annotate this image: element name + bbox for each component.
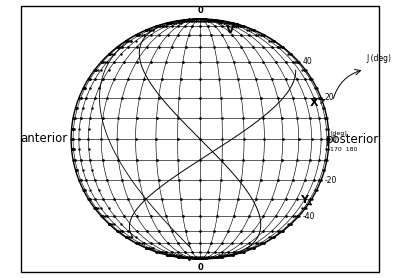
Text: V: V — [226, 23, 238, 35]
Text: anterior: anterior — [20, 133, 68, 145]
Text: J (deg): J (deg) — [367, 54, 392, 63]
Text: posterior: posterior — [326, 133, 380, 145]
Text: [deg]: [deg] — [330, 131, 347, 136]
Text: 0: 0 — [197, 263, 203, 272]
Text: X: X — [310, 98, 324, 108]
Text: 20: 20 — [324, 93, 334, 102]
Text: 170  180: 170 180 — [330, 147, 358, 152]
Text: -20: -20 — [324, 176, 337, 185]
Text: 0: 0 — [197, 6, 203, 15]
Ellipse shape — [71, 19, 329, 259]
Text: Y: Y — [300, 195, 312, 205]
Text: 40: 40 — [302, 57, 312, 66]
Text: 0: 0 — [332, 135, 337, 143]
Text: -40: -40 — [302, 212, 315, 221]
